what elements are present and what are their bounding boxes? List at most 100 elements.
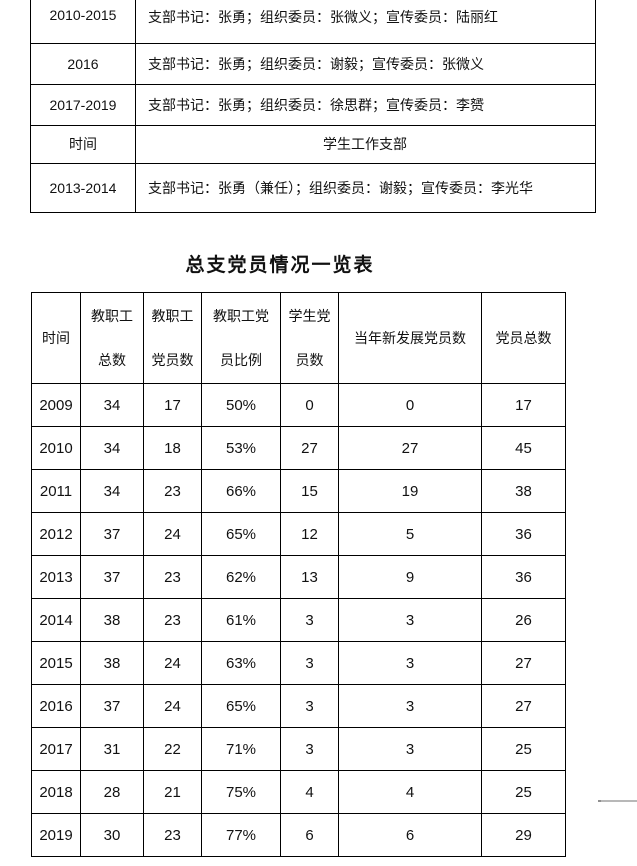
value-cell: 3 (280, 598, 339, 642)
value-cell: 12 (280, 512, 339, 556)
value-cell: 19 (338, 469, 482, 513)
value-cell: 63% (201, 641, 281, 685)
branch-committee-table: 2010-2015 支部书记：张勇；组织委员：张微义；宣传委员：陆丽红 2016 支部… (30, 0, 596, 213)
members-table-row: 2013 37 23 62% 13 9 36 (31, 555, 566, 599)
value-cell: 38 (481, 469, 566, 513)
members-table-row: 2011 34 23 66% 15 19 38 (31, 469, 566, 513)
year-cell: 2018 (31, 770, 81, 814)
value-cell: 5 (338, 512, 482, 556)
value-cell: 13 (280, 555, 339, 599)
year-cell: 2010 (31, 426, 81, 470)
committee-table-row: 2013-2014 支部书记：张勇（兼任）；组织委员：谢毅；宣传委员：李光华 (30, 162, 596, 213)
committee-table-row: 2017-2019 支部书记：张勇；组织委员：徐思群；宣传委员：李赟 (30, 83, 596, 126)
value-cell: 24 (143, 641, 202, 685)
value-cell: 37 (80, 684, 144, 728)
members-table-header-cell: 教职工党 员比例 (201, 292, 281, 384)
value-cell: 18 (143, 426, 202, 470)
value-cell: 3 (280, 641, 339, 685)
value-cell: 3 (338, 641, 482, 685)
committee-info-cell: 支部书记：张勇（兼任）；组织委员：谢毅；宣传委员：李光华 (135, 162, 596, 213)
value-cell: 26 (481, 598, 566, 642)
members-table-row: 2014 38 23 61% 3 3 26 (31, 598, 566, 642)
value-cell: 17 (143, 383, 202, 427)
value-cell: 71% (201, 727, 281, 771)
period-cell: 2017-2019 (30, 83, 136, 126)
value-cell: 29 (481, 813, 566, 857)
value-cell: 9 (338, 555, 482, 599)
members-table-row: 2015 38 24 63% 3 3 27 (31, 641, 566, 685)
value-cell: 38 (80, 641, 144, 685)
value-cell: 36 (481, 512, 566, 556)
year-cell: 2009 (31, 383, 81, 427)
members-table-header-cell: 党员总数 (481, 292, 566, 384)
year-cell: 2016 (31, 684, 81, 728)
value-cell: 24 (143, 512, 202, 556)
value-cell: 6 (280, 813, 339, 857)
value-cell: 4 (280, 770, 339, 814)
value-cell: 3 (338, 727, 482, 771)
value-cell: 3 (280, 684, 339, 728)
value-cell: 75% (201, 770, 281, 814)
members-table-title: 总支党员情况一览表 (185, 255, 375, 276)
committee-info-cell: 支部书记：张勇；组织委员：谢毅；宣传委员：张微义 (135, 42, 596, 85)
year-cell: 2012 (31, 512, 81, 556)
value-cell: 62% (201, 555, 281, 599)
value-cell: 34 (80, 426, 144, 470)
value-cell: 38 (80, 598, 144, 642)
value-cell: 30 (80, 813, 144, 857)
committee-info-cell: 支部书记：张勇；组织委员：张微义；宣传委员：陆丽红 (135, 0, 596, 44)
value-cell: 0 (280, 383, 339, 427)
value-cell: 53% (201, 426, 281, 470)
value-cell: 0 (338, 383, 482, 427)
value-cell: 65% (201, 512, 281, 556)
year-cell: 2019 (31, 813, 81, 857)
value-cell: 27 (280, 426, 339, 470)
period-cell: 2016 (30, 42, 136, 85)
value-cell: 27 (338, 426, 482, 470)
members-table-row: 2018 28 21 75% 4 4 25 (31, 770, 566, 814)
value-cell: 37 (80, 555, 144, 599)
year-cell: 2014 (31, 598, 81, 642)
value-cell: 23 (143, 598, 202, 642)
value-cell: 4 (338, 770, 482, 814)
value-cell: 34 (80, 469, 144, 513)
value-cell: 45 (481, 426, 566, 470)
year-cell: 2011 (31, 469, 81, 513)
members-table-header-cell: 时间 (31, 292, 81, 384)
value-cell: 21 (143, 770, 202, 814)
value-cell: 37 (80, 512, 144, 556)
committee-table-row: 2010-2015 支部书记：张勇；组织委员：张微义；宣传委员：陆丽红 (30, 0, 596, 44)
year-cell: 2013 (31, 555, 81, 599)
members-table-row: 2019 30 23 77% 6 6 29 (31, 813, 566, 857)
value-cell: 6 (338, 813, 482, 857)
value-cell: 25 (481, 770, 566, 814)
value-cell: 31 (80, 727, 144, 771)
committee-table-row: 2016 支部书记：张勇；组织委员：谢毅；宣传委员：张微义 (30, 42, 596, 85)
members-table-header-cell: 教职工 总数 (80, 292, 144, 384)
value-cell: 22 (143, 727, 202, 771)
value-cell: 17 (481, 383, 566, 427)
year-cell: 2015 (31, 641, 81, 685)
value-cell: 24 (143, 684, 202, 728)
value-cell: 23 (143, 469, 202, 513)
period-cell: 时间 (30, 124, 136, 164)
committee-info-cell: 支部书记：张勇；组织委员：徐思群；宣传委员：李赟 (135, 83, 596, 126)
value-cell: 61% (201, 598, 281, 642)
value-cell: 27 (481, 641, 566, 685)
value-cell: 77% (201, 813, 281, 857)
members-table-header-cell: 当年新发展党员数 (338, 292, 482, 384)
value-cell: 23 (143, 555, 202, 599)
members-table-header-cell: 教职工 党员数 (143, 292, 202, 384)
members-table-header-cell: 学生党 员数 (280, 292, 339, 384)
value-cell: 25 (481, 727, 566, 771)
page-break-line (598, 800, 637, 802)
value-cell: 36 (481, 555, 566, 599)
committee-table-row: 时间 学生工作支部 (30, 124, 596, 164)
value-cell: 66% (201, 469, 281, 513)
value-cell: 28 (80, 770, 144, 814)
period-cell: 2013-2014 (30, 162, 136, 213)
members-table-header-row: 时间 教职工 总数 教职工 党员数 教职工党 员比例 学生党 员数 当年新发展党员数 党员总… (31, 292, 566, 384)
period-cell: 2010-2015 (30, 0, 136, 44)
value-cell: 27 (481, 684, 566, 728)
members-table-row: 2016 37 24 65% 3 3 27 (31, 684, 566, 728)
